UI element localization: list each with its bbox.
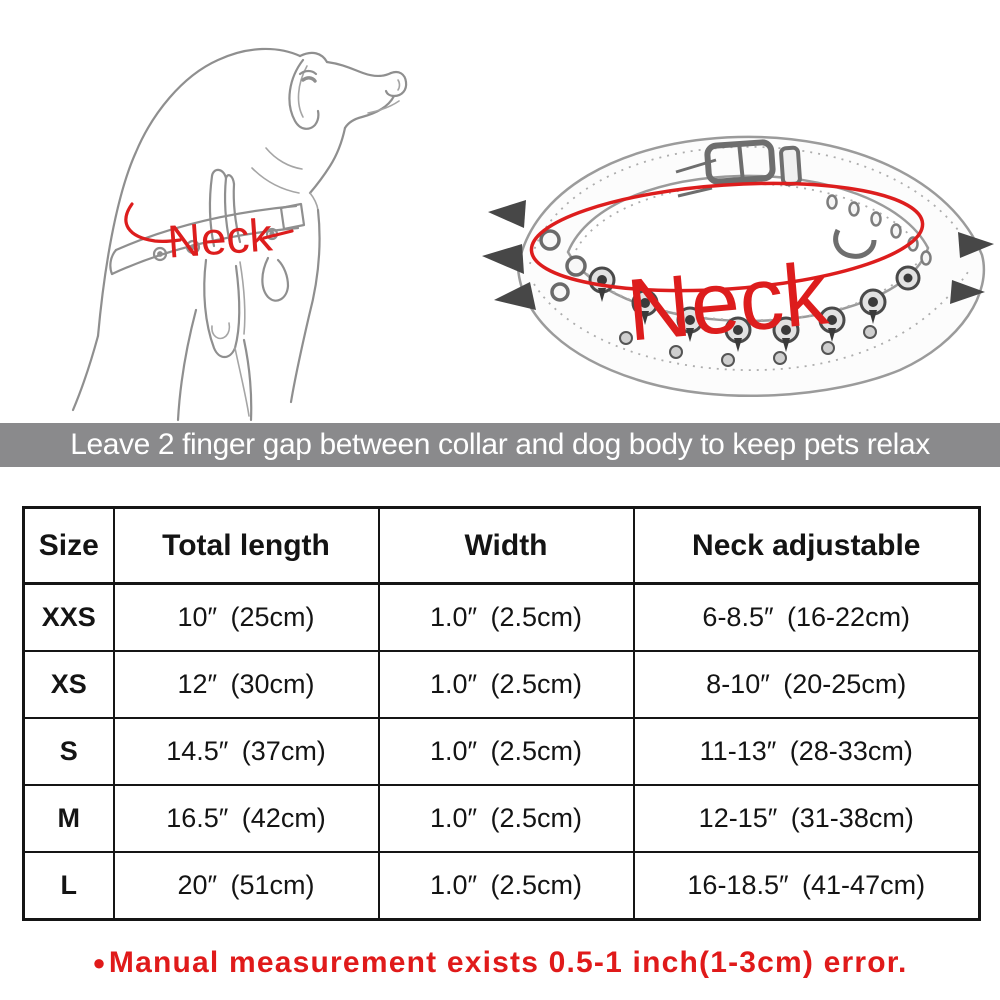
measurement-illustrations: Neck [0, 0, 1000, 423]
column-header-width: Width [377, 506, 635, 585]
table-header-row: Size Total length Width Neck adjustable [22, 506, 981, 585]
size-cell: XS [22, 650, 115, 719]
width-cell: 1.0″ (2.5cm) [377, 650, 635, 719]
neck-adjustable-cell: 16-18.5″ (41-47cm) [632, 851, 981, 921]
dog-neck-label: Neck [166, 208, 275, 267]
table-row: S 14.5″ (37cm) 1.0″ (2.5cm) 11-13″ (28-3… [22, 717, 981, 786]
width-cell: 1.0″ (2.5cm) [377, 717, 635, 786]
size-cell: M [22, 784, 115, 853]
neck-adjustable-cell: 8-10″ (20-25cm) [632, 650, 981, 719]
table-row: M 16.5″ (42cm) 1.0″ (2.5cm) 12-15″ (31-3… [22, 784, 981, 853]
instruction-banner: Leave 2 finger gap between collar and do… [0, 423, 1000, 467]
size-chart-table: Size Total length Width Neck adjustable … [22, 506, 981, 921]
table-row: XS 12″ (30cm) 1.0″ (2.5cm) 8-10″ (20-25c… [22, 650, 981, 719]
total-length-cell: 14.5″ (37cm) [112, 717, 380, 786]
column-header-neck-adjustable: Neck adjustable [632, 506, 981, 585]
width-cell: 1.0″ (2.5cm) [377, 582, 635, 652]
width-cell: 1.0″ (2.5cm) [377, 784, 635, 853]
spiked-collar-illustration: Neck [482, 135, 994, 398]
neck-adjustable-cell: 12-15″ (31-38cm) [632, 784, 981, 853]
size-cell: XXS [22, 582, 115, 652]
dog-measurement-illustration: Neck [71, 47, 408, 422]
total-length-cell: 10″ (25cm) [112, 582, 380, 652]
total-length-cell: 20″ (51cm) [112, 851, 380, 921]
instruction-banner-text: Leave 2 finger gap between collar and do… [70, 428, 930, 461]
width-cell: 1.0″ (2.5cm) [377, 851, 635, 921]
size-cell: L [22, 851, 115, 921]
bullet-icon: ● [92, 950, 107, 975]
column-header-size: Size [22, 506, 115, 585]
column-header-total-length: Total length [112, 506, 380, 585]
table-row: L 20″ (51cm) 1.0″ (2.5cm) 16-18.5″ (41-4… [22, 851, 981, 921]
neck-adjustable-cell: 6-8.5″ (16-22cm) [632, 582, 981, 652]
total-length-cell: 12″ (30cm) [112, 650, 380, 719]
table-row: XXS 10″ (25cm) 1.0″ (2.5cm) 6-8.5″ (16-2… [22, 582, 981, 652]
collar-neck-label: Neck [623, 243, 832, 359]
neck-adjustable-cell: 11-13″ (28-33cm) [632, 717, 981, 786]
total-length-cell: 16.5″ (42cm) [112, 784, 380, 853]
measurement-error-note: ● Manual measurement exists 0.5-1 inch(1… [0, 938, 1000, 988]
size-cell: S [22, 717, 115, 786]
measurement-error-text: Manual measurement exists 0.5-1 inch(1-3… [108, 946, 908, 979]
